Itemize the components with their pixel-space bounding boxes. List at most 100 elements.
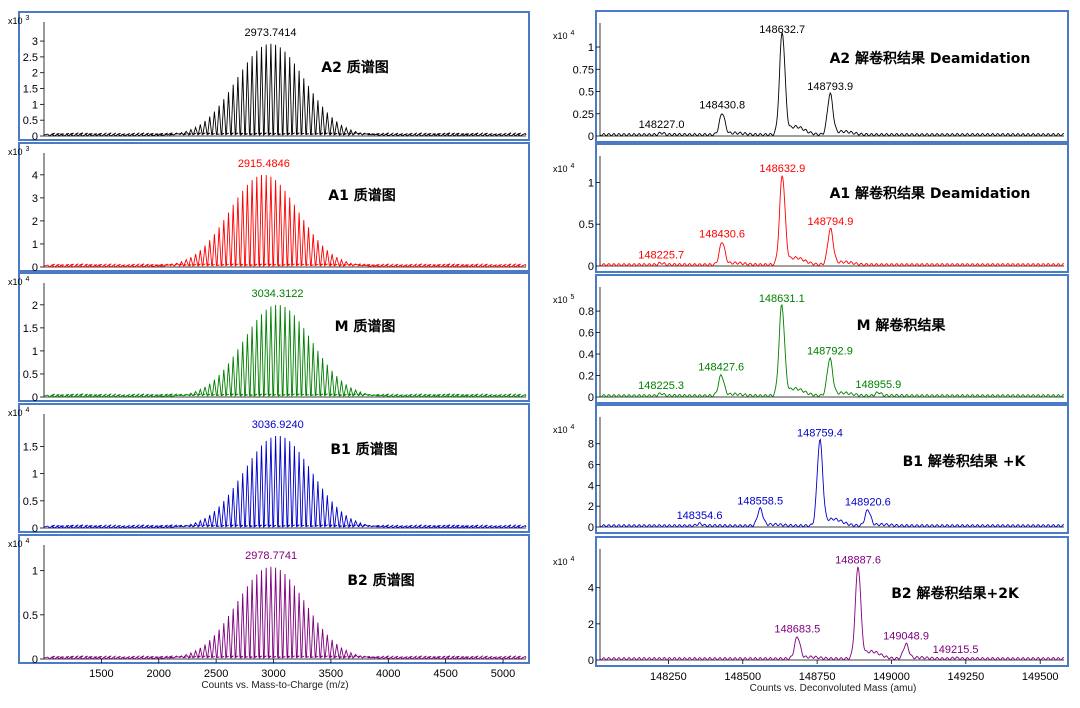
x-tick-label: 1500 xyxy=(89,668,113,680)
peak-label: 3036.9240 xyxy=(252,419,304,431)
y-tick-label: 2 xyxy=(588,619,594,631)
x-tick-label: 3000 xyxy=(261,668,285,680)
peak-label: 148558.5 xyxy=(737,495,783,507)
y-tick-label: 0 xyxy=(32,131,38,143)
y-multiplier: x10 4 xyxy=(553,163,575,174)
panel-frame xyxy=(595,143,1069,273)
y-tick-label: 2 xyxy=(32,300,38,312)
peak-label: 2915.4846 xyxy=(238,158,290,170)
y-tick-label: 0.5 xyxy=(579,87,594,99)
peak-label: 148430.6 xyxy=(699,228,745,240)
peak-label: 148225.3 xyxy=(638,380,684,392)
peak-label: 148632.9 xyxy=(759,163,805,175)
multiplier-base: x10 xyxy=(8,408,23,418)
series-line xyxy=(43,566,527,660)
peak-label: 148955.9 xyxy=(855,379,901,391)
multiplier-exponent: 3 xyxy=(26,15,30,22)
y-tick-label: 0.5 xyxy=(23,369,38,381)
series-line xyxy=(599,566,1065,661)
peak-label: 148227.0 xyxy=(639,119,685,131)
series-line xyxy=(599,438,1065,528)
series-line xyxy=(43,435,527,529)
y-tick-label: 1 xyxy=(32,239,38,251)
panel-B1: 0 0.5 1 1.5 x10 4 B1 质谱图 3036.9240 xyxy=(8,403,530,535)
peak-label: 148792.9 xyxy=(807,345,853,357)
y-tick-label: 2 xyxy=(588,501,594,513)
peak-label: 148632.7 xyxy=(759,24,805,36)
peak-label: 148427.6 xyxy=(698,362,744,374)
peak-label: 148887.6 xyxy=(835,555,881,567)
y-tick-label: 1.5 xyxy=(23,323,38,335)
panel-A2d: 0 0.25 0.5 0.75 1 x10 4 A2 解卷积结果 Deamidation 148… xyxy=(553,10,1069,143)
y-tick-label: 0 xyxy=(588,131,594,143)
peak-label: 148354.6 xyxy=(677,510,723,522)
y-tick-label: 1 xyxy=(32,99,38,111)
multiplier-exponent: 4 xyxy=(26,276,30,283)
y-tick-label: 8 xyxy=(588,439,594,451)
multiplier-base: x10 xyxy=(8,277,23,287)
multiplier-exponent: 4 xyxy=(26,538,30,545)
multiplier-base: x10 xyxy=(8,16,23,26)
x-tick-label: 2000 xyxy=(147,668,171,680)
peak-label: 148920.6 xyxy=(845,496,891,508)
multiplier-exponent: 5 xyxy=(571,294,575,301)
x-tick-label: 3500 xyxy=(319,668,343,680)
panel-title: M 质谱图 xyxy=(335,318,396,335)
x-tick-label: 149500 xyxy=(1022,671,1059,683)
multiplier-base: x10 xyxy=(8,539,23,549)
peak-label: 3034.3122 xyxy=(251,288,303,300)
peak-label: 148759.4 xyxy=(797,428,843,440)
series-line xyxy=(43,174,527,268)
y-tick-label: 0.25 xyxy=(573,109,594,121)
multiplier-exponent: 4 xyxy=(571,163,575,170)
y-tick-label: 4 xyxy=(588,480,594,492)
y-tick-label: 0.4 xyxy=(579,349,594,361)
y-tick-label: 0 xyxy=(588,392,594,404)
y-tick-label: 3 xyxy=(32,36,38,48)
multiplier-base: x10 xyxy=(8,147,23,157)
x-axis-label: Counts vs. Deconvoluted Mass (amu) xyxy=(750,683,917,694)
y-tick-label: 0 xyxy=(588,522,594,534)
y-tick-label: 4 xyxy=(588,583,594,595)
x-tick-label: 148250 xyxy=(650,671,687,683)
panel-M: 0 0.5 1 1.5 2 x10 4 M 质谱图 3034.3122 xyxy=(8,272,530,404)
multiplier-exponent: 4 xyxy=(571,30,575,37)
x-tick-label: 148750 xyxy=(799,671,836,683)
panel-frame xyxy=(595,404,1069,534)
y-tick-label: 1.5 xyxy=(23,84,38,96)
y-tick-label: 0.5 xyxy=(23,115,38,127)
y-tick-label: 2 xyxy=(32,68,38,80)
panel-B2: 0 0.5 1 x10 4 B2 质谱图 2978.7741 1500 2000 2500 3000… xyxy=(8,534,530,691)
y-tick-label: 2 xyxy=(32,216,38,228)
y-multiplier: x10 3 xyxy=(8,15,30,26)
y-multiplier: x10 4 xyxy=(553,30,575,41)
x-tick-label: 149000 xyxy=(873,671,910,683)
y-multiplier: x10 4 xyxy=(8,407,30,418)
y-tick-label: 2.5 xyxy=(23,52,38,64)
panel-Md: 0 0.2 0.4 0.6 0.8 x10 5 M 解卷积结果 148225.3 148427.6… xyxy=(553,274,1069,404)
peak-label: 149048.9 xyxy=(883,631,929,643)
y-tick-label: 0 xyxy=(32,523,38,535)
panel-title: B2 质谱图 xyxy=(347,572,414,589)
y-tick-label: 0 xyxy=(32,654,38,666)
x-tick-label: 2500 xyxy=(204,668,228,680)
y-tick-label: 1 xyxy=(32,346,38,358)
series-line xyxy=(43,304,527,398)
panel-frame xyxy=(595,10,1069,143)
panel-title: B1 质谱图 xyxy=(330,441,397,458)
y-multiplier: x10 4 xyxy=(553,556,575,567)
peak-label: 148683.5 xyxy=(774,623,820,635)
peak-label: 149215.5 xyxy=(933,644,979,656)
multiplier-exponent: 4 xyxy=(571,556,575,563)
y-tick-label: 0.5 xyxy=(579,219,594,231)
panel-frame xyxy=(595,536,1069,667)
y-multiplier: x10 4 xyxy=(8,276,30,287)
y-tick-label: 0 xyxy=(32,392,38,404)
y-tick-label: 0.6 xyxy=(579,328,594,340)
multiplier-base: x10 xyxy=(553,295,568,305)
